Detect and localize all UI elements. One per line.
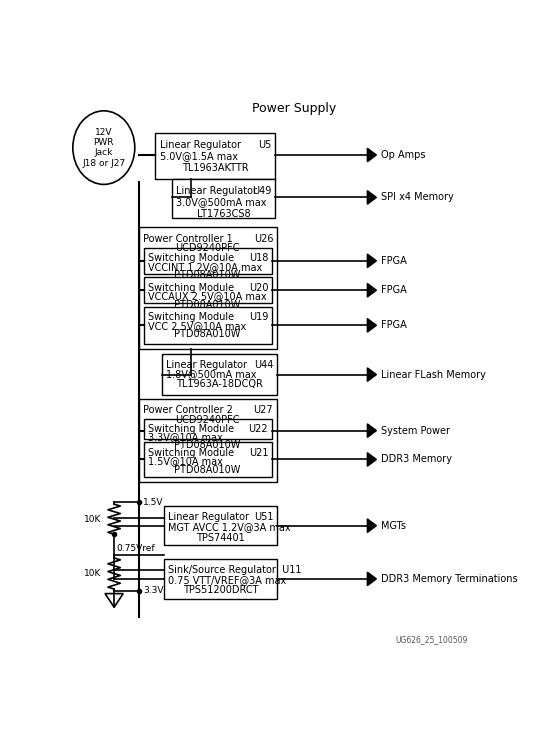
Polygon shape: [367, 318, 376, 332]
Text: PTD08A010W: PTD08A010W: [174, 329, 240, 340]
Text: MGT AVCC 1.2V@3A max: MGT AVCC 1.2V@3A max: [168, 523, 290, 532]
Bar: [144, 442, 272, 477]
Text: U18: U18: [249, 254, 268, 263]
Text: Linear Regulator: Linear Regulator: [168, 512, 249, 522]
Bar: [164, 506, 277, 545]
Text: 3.3V: 3.3V: [143, 587, 164, 595]
Text: VCC 2.5V@10A max: VCC 2.5V@10A max: [148, 320, 247, 331]
Text: 12V
PWR
Jack
J18 or J27: 12V PWR Jack J18 or J27: [82, 128, 125, 168]
Text: 0.75Vref: 0.75Vref: [116, 545, 155, 553]
Text: 3.0V@500mA max: 3.0V@500mA max: [176, 197, 266, 207]
Text: U5: U5: [258, 140, 271, 150]
Text: Power Controller 1: Power Controller 1: [143, 234, 233, 243]
Polygon shape: [367, 148, 376, 162]
Text: 1.5V@10A max: 1.5V@10A max: [148, 456, 223, 466]
Bar: [172, 179, 275, 218]
Text: Linear Regulator: Linear Regulator: [166, 360, 247, 370]
Text: Power Supply: Power Supply: [252, 101, 336, 115]
Text: Switching Module: Switching Module: [148, 312, 235, 323]
Bar: [144, 419, 272, 439]
Text: Switching Module: Switching Module: [148, 283, 235, 293]
Text: U44: U44: [254, 360, 273, 370]
Text: Linear Regulator: Linear Regulator: [176, 185, 257, 196]
Polygon shape: [367, 519, 376, 532]
Text: U22: U22: [248, 424, 268, 434]
Text: SPI x4 Memory: SPI x4 Memory: [381, 193, 453, 202]
Text: Switching Module: Switching Module: [148, 424, 235, 434]
Text: U49: U49: [252, 185, 271, 196]
Text: Op Amps: Op Amps: [381, 150, 425, 160]
Text: MGTs: MGTs: [381, 520, 406, 531]
Polygon shape: [367, 424, 376, 437]
Text: VCCAUX 2.5V@10A max: VCCAUX 2.5V@10A max: [148, 291, 267, 301]
Polygon shape: [367, 190, 376, 204]
Bar: [161, 354, 277, 395]
Text: TPS51200DRCT: TPS51200DRCT: [183, 585, 259, 595]
Text: Power Controller 2: Power Controller 2: [143, 405, 233, 415]
Text: DDR3 Memory Terminations: DDR3 Memory Terminations: [381, 574, 517, 584]
Polygon shape: [367, 453, 376, 466]
Bar: [164, 559, 277, 599]
Text: System Power: System Power: [381, 426, 449, 436]
Text: TL1963AKTTR: TL1963AKTTR: [182, 163, 248, 173]
Bar: [144, 306, 272, 344]
Text: U20: U20: [249, 283, 268, 293]
Text: U27: U27: [254, 405, 273, 415]
Bar: [156, 134, 275, 179]
Text: FPGA: FPGA: [381, 285, 406, 295]
Text: UCD9240PFC: UCD9240PFC: [175, 243, 239, 254]
Text: 5.0V@1.5A max: 5.0V@1.5A max: [159, 151, 238, 162]
Text: 3.3V@10A max: 3.3V@10A max: [148, 432, 223, 442]
Bar: [139, 227, 277, 348]
Text: 10K: 10K: [84, 514, 102, 523]
Bar: [144, 277, 272, 304]
Text: DDR3 Memory: DDR3 Memory: [381, 454, 451, 465]
Text: PTD08A010W: PTD08A010W: [174, 440, 240, 451]
Text: Sink/Source Regulator  U11: Sink/Source Regulator U11: [168, 565, 301, 576]
Bar: [144, 248, 272, 274]
Text: VCCINT 1.2V@10A max: VCCINT 1.2V@10A max: [148, 262, 263, 272]
Text: U19: U19: [249, 312, 268, 323]
Polygon shape: [367, 368, 376, 381]
Text: 1.8V@500mA max: 1.8V@500mA max: [166, 370, 256, 379]
Polygon shape: [367, 254, 376, 268]
Text: TL1963A-18DCQR: TL1963A-18DCQR: [176, 379, 263, 389]
Text: 1.5V: 1.5V: [143, 498, 164, 507]
Text: U51: U51: [254, 512, 273, 522]
Text: U26: U26: [254, 234, 273, 243]
Text: Linear Regulator: Linear Regulator: [159, 140, 240, 150]
Polygon shape: [367, 284, 376, 297]
Text: PTD08A010W: PTD08A010W: [174, 270, 240, 281]
Text: UG626_25_100509: UG626_25_100509: [395, 635, 467, 644]
Bar: [139, 400, 277, 481]
Text: TPS74401: TPS74401: [196, 533, 245, 543]
Text: Switching Module: Switching Module: [148, 254, 235, 263]
Text: PTD08A010W: PTD08A010W: [174, 465, 240, 475]
Text: FPGA: FPGA: [381, 320, 406, 330]
Text: U21: U21: [249, 448, 268, 458]
Text: Linear FLash Memory: Linear FLash Memory: [381, 370, 486, 379]
Text: FPGA: FPGA: [381, 256, 406, 266]
Text: 0.75 VTT/VREF@3A max: 0.75 VTT/VREF@3A max: [168, 575, 286, 585]
Text: LT1763CS8: LT1763CS8: [197, 209, 251, 219]
Text: 10K: 10K: [84, 569, 102, 578]
Text: PTD08A010W: PTD08A010W: [174, 300, 240, 310]
Text: Switching Module: Switching Module: [148, 448, 235, 458]
Polygon shape: [367, 572, 376, 586]
Text: UCD9240PFC: UCD9240PFC: [175, 415, 239, 425]
